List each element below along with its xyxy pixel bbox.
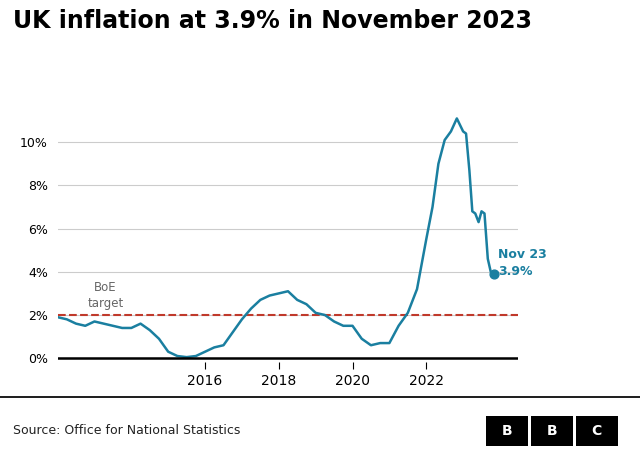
Text: Nov 23
3.9%: Nov 23 3.9%	[498, 248, 547, 278]
Text: C: C	[591, 424, 602, 438]
Text: B: B	[547, 424, 557, 438]
Text: BoE
target: BoE target	[88, 281, 124, 310]
Text: UK inflation at 3.9% in November 2023: UK inflation at 3.9% in November 2023	[13, 9, 532, 33]
Text: Source: Office for National Statistics: Source: Office for National Statistics	[13, 423, 240, 436]
Text: B: B	[502, 424, 513, 438]
Point	[488, 270, 499, 278]
